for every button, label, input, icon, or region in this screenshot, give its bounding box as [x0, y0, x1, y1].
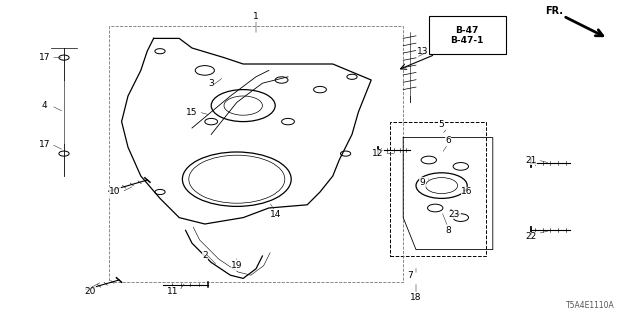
Text: 9: 9	[420, 178, 425, 187]
Text: FR.: FR.	[545, 6, 563, 16]
Text: 18: 18	[410, 293, 422, 302]
Text: 7: 7	[407, 271, 412, 280]
Text: 15: 15	[186, 108, 198, 116]
Text: B-47
B-47-1: B-47 B-47-1	[451, 26, 484, 45]
Text: 10: 10	[109, 188, 121, 196]
Text: 20: 20	[84, 287, 95, 296]
Text: 23: 23	[449, 210, 460, 219]
Text: T5A4E1110A: T5A4E1110A	[566, 301, 614, 310]
Text: 13: 13	[417, 47, 428, 56]
Bar	[109, 26, 403, 282]
Text: 5: 5	[439, 120, 444, 129]
Text: 6: 6	[445, 136, 451, 145]
Text: 4: 4	[42, 101, 47, 110]
Text: 22: 22	[525, 232, 537, 241]
Text: 11: 11	[167, 287, 179, 296]
Text: 8: 8	[445, 226, 451, 235]
Circle shape	[155, 189, 165, 195]
Text: 2: 2	[202, 252, 207, 260]
Text: 14: 14	[269, 210, 281, 219]
Text: 19: 19	[231, 261, 243, 270]
Text: 17: 17	[39, 140, 51, 148]
Circle shape	[155, 49, 165, 54]
Text: 3: 3	[209, 79, 214, 88]
Bar	[429, 16, 506, 54]
Text: 21: 21	[525, 156, 537, 164]
Text: 17: 17	[39, 53, 51, 62]
Text: 16: 16	[461, 188, 473, 196]
Circle shape	[347, 74, 357, 79]
Text: 12: 12	[372, 149, 383, 158]
Circle shape	[340, 151, 351, 156]
Text: 1: 1	[253, 12, 259, 20]
